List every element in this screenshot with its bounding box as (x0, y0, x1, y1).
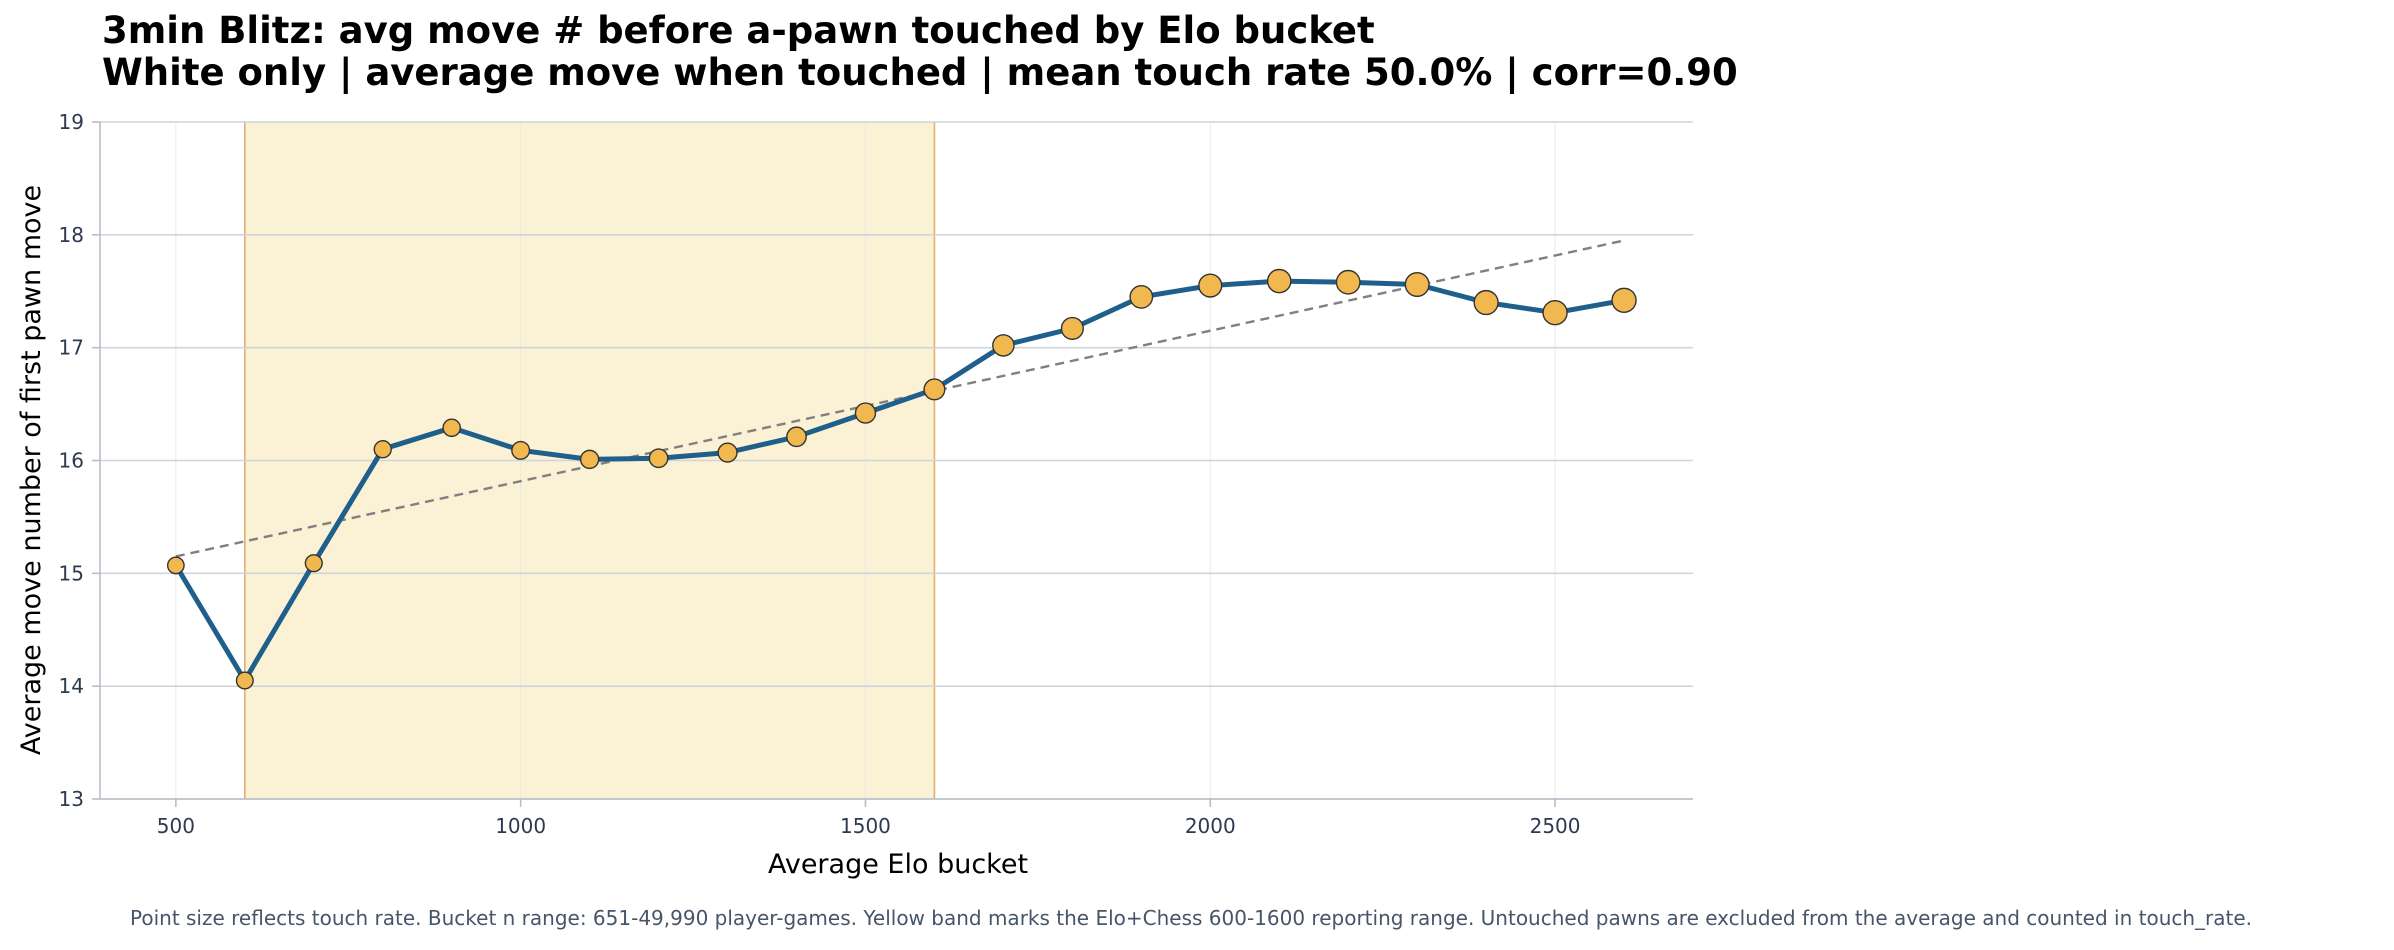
data-point (992, 334, 1015, 357)
x-tick-label: 1000 (495, 814, 546, 838)
data-point (579, 449, 600, 470)
data-point (1060, 316, 1084, 341)
series-layer (166, 268, 1637, 690)
data-point (648, 448, 669, 469)
footnote: Point size reflects touch rate. Bucket n… (130, 906, 2253, 930)
x-tick-label: 2500 (1530, 814, 1581, 838)
chart-subtitle: White only | average move when touched |… (102, 51, 1738, 94)
y-tick-label: 14 (59, 674, 84, 698)
y-tick-label: 16 (59, 449, 84, 473)
data-point (1335, 269, 1361, 295)
chart-title-block: 3min Blitz: avg move # before a-pawn tou… (102, 10, 1738, 94)
trendline-layer (175, 239, 1625, 558)
data-point (923, 378, 946, 401)
y-axis-label: Average move number of first pawn move (16, 185, 47, 755)
data-point (1129, 284, 1154, 309)
data-point (442, 418, 462, 438)
data-point (786, 426, 807, 448)
data-point (304, 554, 323, 573)
data-point (373, 440, 392, 459)
series-line (173, 278, 1627, 683)
x-tick-label: 1500 (840, 814, 891, 838)
trendline (175, 239, 1625, 558)
y-tick-label: 19 (59, 110, 84, 134)
x-tick-label: 2000 (1185, 814, 1236, 838)
y-tick-label: 15 (59, 561, 84, 585)
axes-layer: 500 1000 1500 2000 2500 13 14 15 16 17 18 19 (59, 110, 1693, 838)
data-point (511, 440, 531, 460)
data-point (1542, 299, 1568, 326)
data-point (1473, 289, 1499, 316)
data-point (235, 671, 254, 690)
data-point (717, 442, 738, 463)
y-tick-label: 17 (59, 336, 84, 360)
data-point (1611, 287, 1637, 313)
x-axis-label: Average Elo bucket (768, 849, 1028, 880)
chart-title: 3min Blitz: avg move # before a-pawn tou… (102, 9, 1375, 52)
y-tick-label: 13 (59, 787, 84, 811)
data-point (1404, 271, 1430, 298)
x-tick-label: 500 (157, 814, 195, 838)
data-point (166, 556, 185, 575)
data-point (854, 402, 877, 424)
data-point (1198, 273, 1223, 298)
data-point (1266, 268, 1292, 294)
y-tick-label: 18 (59, 223, 84, 247)
